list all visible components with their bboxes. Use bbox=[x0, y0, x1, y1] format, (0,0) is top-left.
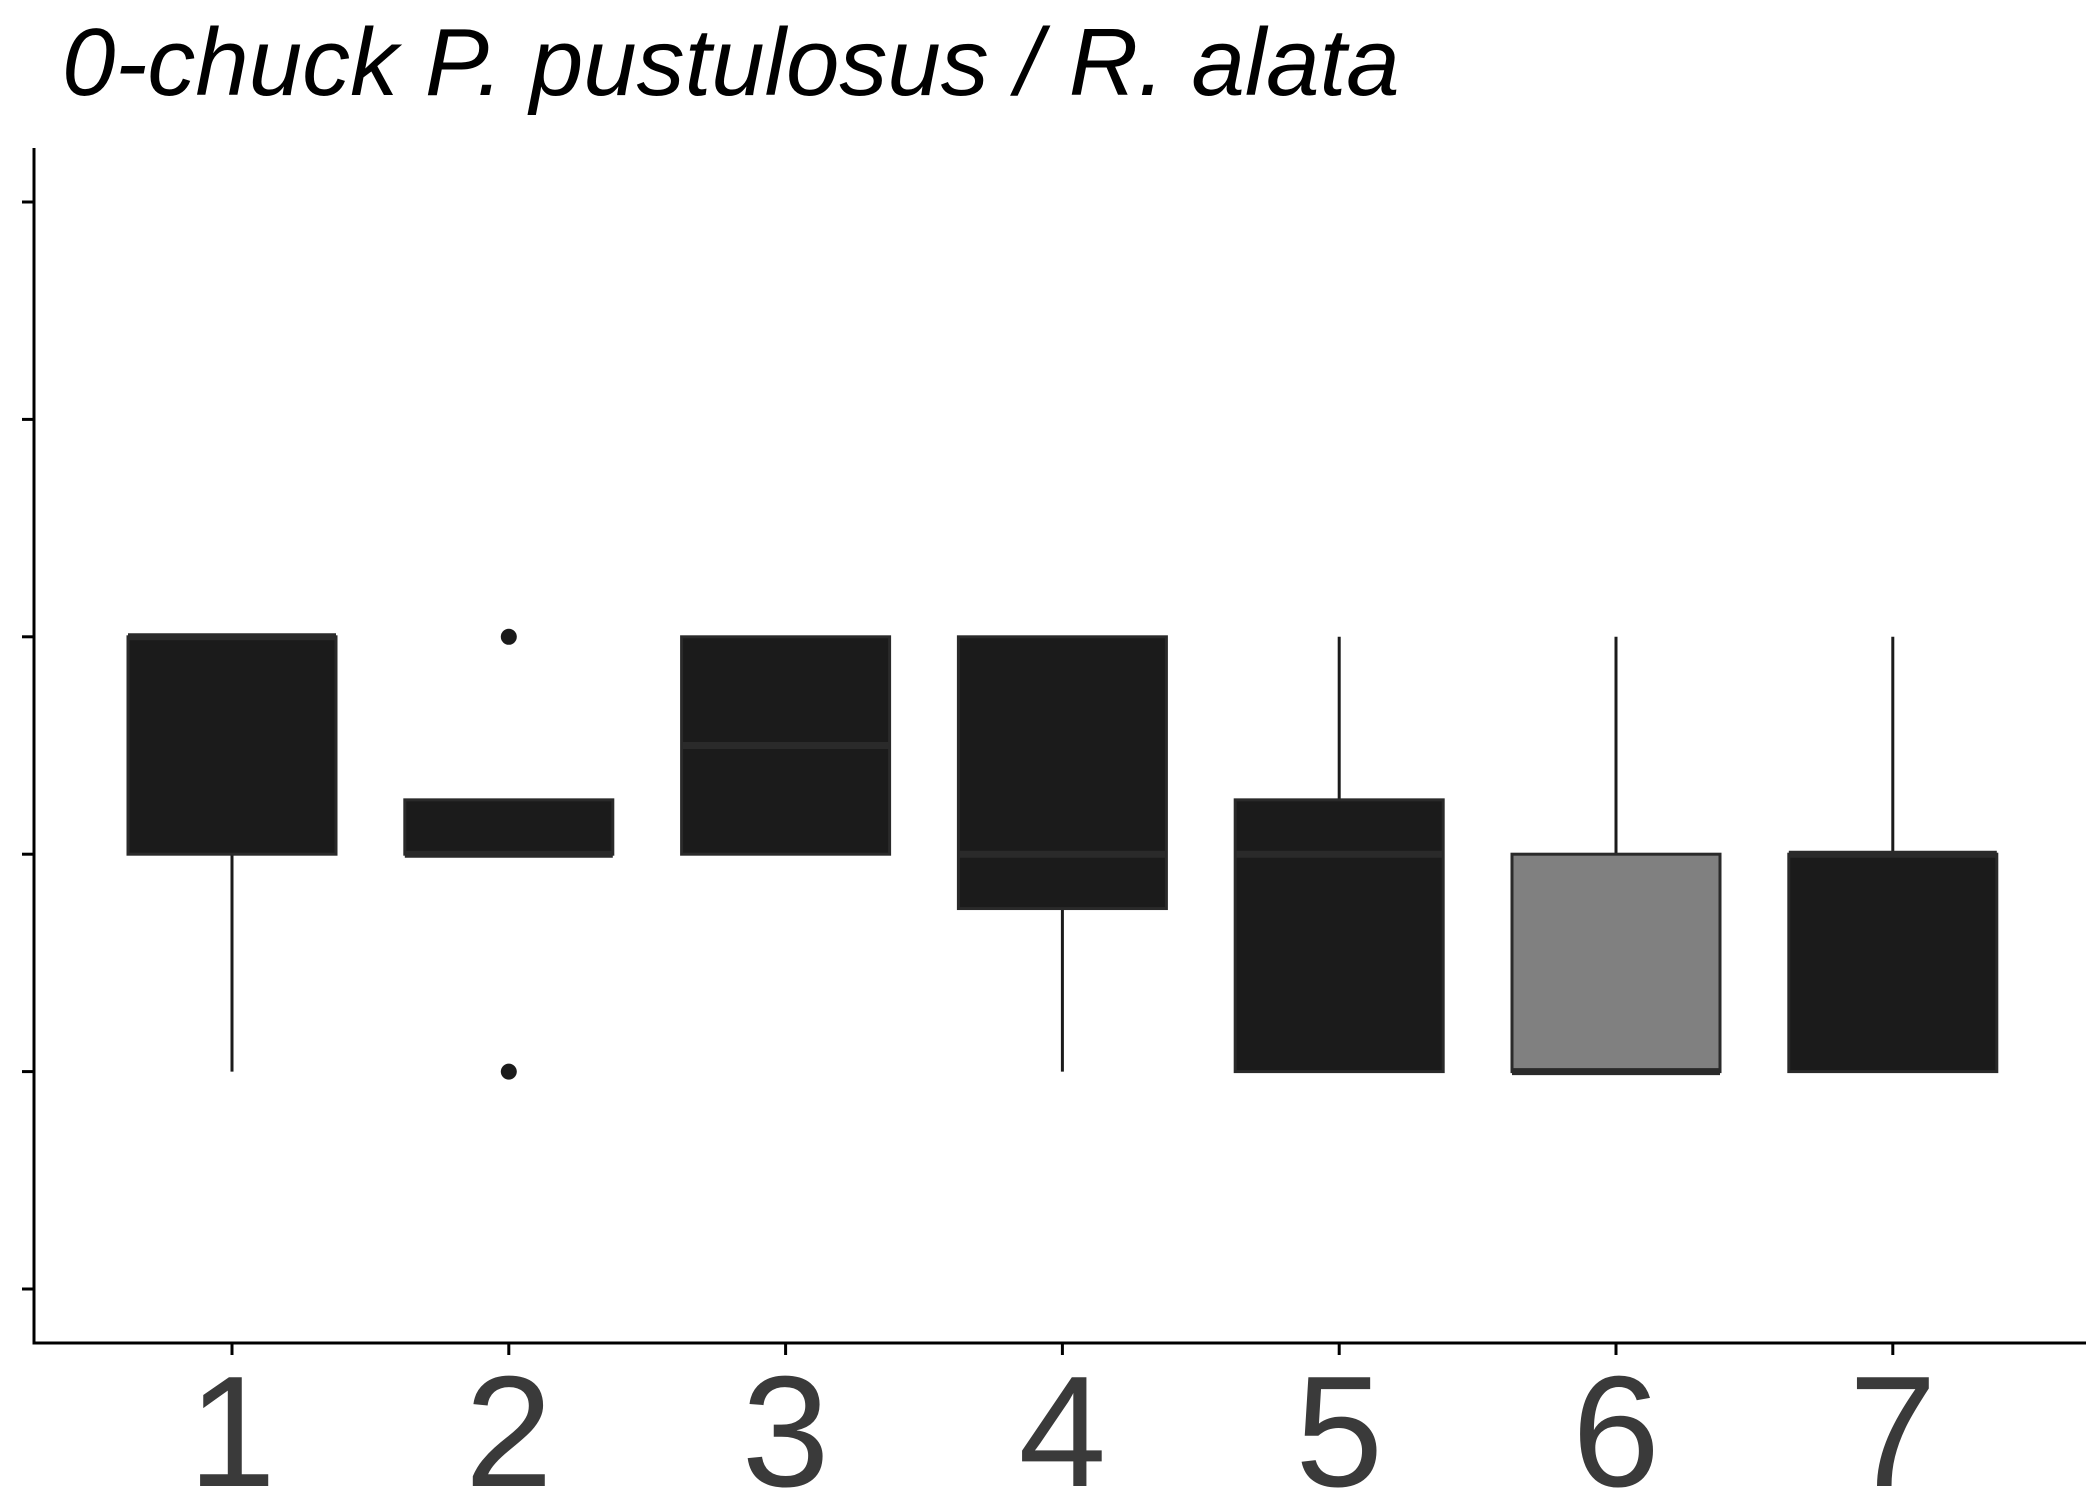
box-body bbox=[126, 635, 338, 856]
chart-title: 0-chuck P. pustulosus / R. alata bbox=[62, 9, 1400, 116]
box-body bbox=[1787, 852, 1999, 1074]
box-body bbox=[1233, 798, 1445, 1074]
outlier-point bbox=[500, 1063, 517, 1080]
box-group-7 bbox=[1787, 636, 1999, 1074]
x-tick-label: 1 bbox=[188, 1344, 276, 1500]
box-body bbox=[403, 798, 615, 856]
axes-layer: 1 2 3 4 5 6 7 bbox=[22, 148, 2086, 1500]
box-group-1 bbox=[126, 633, 338, 1072]
box-group-4 bbox=[956, 635, 1168, 1072]
x-tick-label: 2 bbox=[465, 1344, 553, 1500]
x-tick-label: 7 bbox=[1849, 1344, 1937, 1500]
x-tick-label: 6 bbox=[1572, 1344, 1660, 1500]
box-group-6 bbox=[1510, 636, 1722, 1076]
box-group-3 bbox=[680, 635, 892, 856]
x-tick-label: 5 bbox=[1295, 1344, 1383, 1500]
outlier-point bbox=[500, 628, 517, 645]
box-group-2 bbox=[403, 628, 615, 1080]
box-group-5 bbox=[1233, 636, 1445, 1074]
x-tick-label: 4 bbox=[1018, 1344, 1106, 1500]
x-tick-label: 3 bbox=[742, 1344, 830, 1500]
boxes-layer bbox=[126, 628, 1999, 1080]
box-body bbox=[956, 635, 1168, 911]
box-body bbox=[1510, 852, 1722, 1074]
